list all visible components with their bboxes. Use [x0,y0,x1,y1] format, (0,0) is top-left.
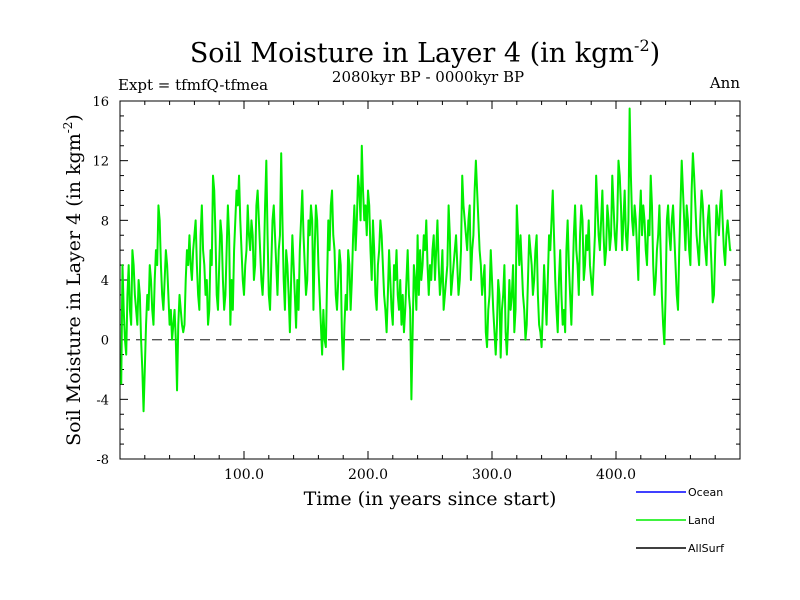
y-tick-label: -4 [96,393,109,408]
chart-subtitle: 2080kyr BP - 0000kyr BP [332,68,524,86]
x-tick-label: 100.0 [224,467,264,483]
experiment-label: Expt = tfmfQ-tfmea [118,76,268,94]
series-line-land [120,107,732,413]
y-tick-label: 16 [92,95,109,110]
x-axis-title: Time (in years since start) [304,488,557,510]
y-axis-title: Soil Moisture in Layer 4 (in kgm-2) [61,114,85,446]
y-tick-label: 8 [101,214,109,229]
y-tick-label: 0 [101,334,109,349]
x-tick-label: 400.0 [596,467,636,483]
y-tick-label: 4 [101,274,109,289]
chart-title: Soil Moisture in Layer 4 (in kgm-2) [190,36,660,69]
legend: Ocean Land AllSurf [636,486,725,555]
legend-label-land: Land [688,514,715,527]
y-tick-label: -8 [96,453,109,468]
y-axis-title-superscript: -2 [61,122,75,134]
chart-title-superscript: -2 [634,36,650,55]
period-label: Ann [709,74,740,92]
x-tick-label: 200.0 [348,467,388,483]
legend-label-allsurf: AllSurf [688,542,725,555]
x-axis: 100.0 200.0 300.0 400.0 [144,101,716,483]
y-tick-label: 12 [92,155,109,170]
legend-label-ocean: Ocean [688,486,723,499]
series-layer [120,107,732,413]
x-tick-label: 300.0 [472,467,512,483]
